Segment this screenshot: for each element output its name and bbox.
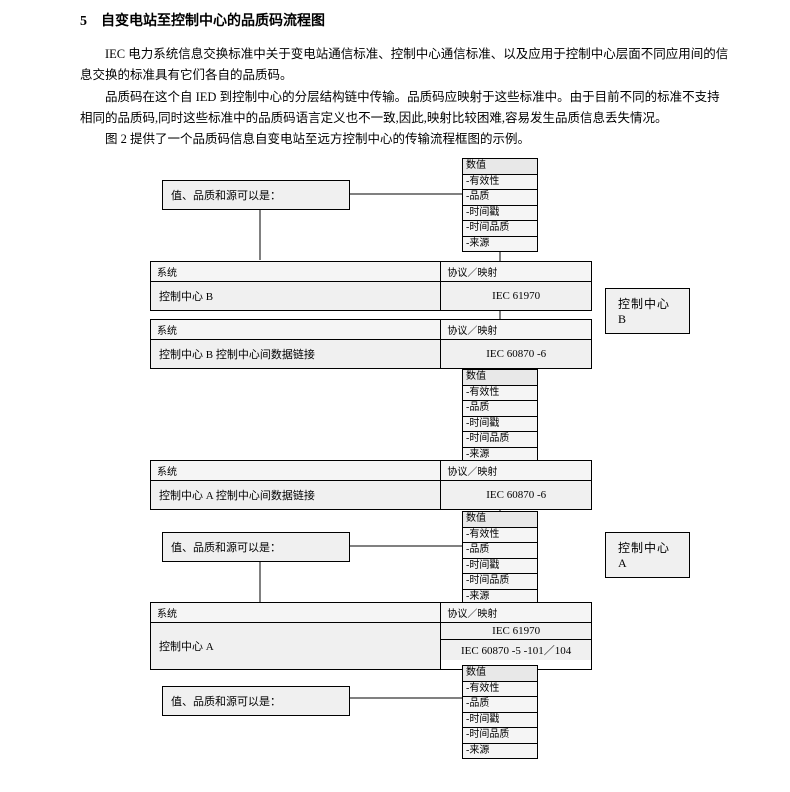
sys-box-ccb-link: 系统 控制中心 B 控制中心间数据链接 协议／映射 IEC 60870 -6 bbox=[150, 319, 592, 369]
sys-hdr: 系统 bbox=[151, 461, 440, 481]
sys-box-cca: 系统 控制中心 A 协议／映射 IEC 61970 IEC 60870 -5 -… bbox=[150, 602, 592, 670]
proto-hdr: 协议／映射 bbox=[441, 461, 591, 481]
attr-r: -时间品质 bbox=[463, 574, 537, 590]
proto-val-1: IEC 61970 bbox=[441, 623, 591, 640]
attr-r: -时间戳 bbox=[463, 559, 537, 575]
attr-r: -时间品质 bbox=[463, 432, 537, 448]
attr-r: -有效性 bbox=[463, 175, 537, 191]
attr-r: -时间品质 bbox=[463, 728, 537, 744]
proto-val-2: IEC 60870 -5 -101／104 bbox=[441, 640, 591, 660]
attr-r: -品质 bbox=[463, 543, 537, 559]
attr-h: 数值 bbox=[463, 512, 537, 528]
sys-name: 控制中心 A 控制中心间数据链接 bbox=[151, 481, 440, 509]
flow-diagram: 数值 -有效性 -品质 -时间戳 -时间品质 -来源 值、品质和源可以是： 系统… bbox=[130, 158, 690, 718]
attr-box-1: 数值 -有效性 -品质 -时间戳 -时间品质 -来源 bbox=[462, 158, 538, 252]
sys-name: 控制中心 B bbox=[151, 282, 440, 310]
sys-hdr: 系统 bbox=[151, 262, 440, 282]
attr-r: -来源 bbox=[463, 744, 537, 759]
attr-r: -品质 bbox=[463, 401, 537, 417]
attr-box-2: 数值 -有效性 -品质 -时间戳 -时间品质 -来源 bbox=[462, 369, 538, 463]
sys-name: 控制中心 B 控制中心间数据链接 bbox=[151, 340, 440, 368]
proto-hdr: 协议／映射 bbox=[441, 320, 591, 340]
sys-hdr: 系统 bbox=[151, 320, 440, 340]
attr-r: -品质 bbox=[463, 697, 537, 713]
attr-r: -时间品质 bbox=[463, 221, 537, 237]
attr-r: -时间戳 bbox=[463, 417, 537, 433]
proto-hdr: 协议／映射 bbox=[441, 262, 591, 282]
attr-h: 数值 bbox=[463, 370, 537, 386]
proto-hdr: 协议／映射 bbox=[441, 603, 591, 623]
attr-box-3: 数值 -有效性 -品质 -时间戳 -时间品质 -来源 bbox=[462, 511, 538, 605]
sys-name: 控制中心 A bbox=[151, 623, 440, 669]
proto-val: IEC 61970 bbox=[441, 282, 591, 310]
attr-r: -有效性 bbox=[463, 528, 537, 544]
para-1: IEC 电力系统信息交换标准中关于变电站通信标准、控制中心通信标准、以及应用于控… bbox=[80, 44, 730, 87]
sys-box-cca-link: 系统 控制中心 A 控制中心间数据链接 协议／映射 IEC 60870 -6 bbox=[150, 460, 592, 510]
attr-r: -有效性 bbox=[463, 682, 537, 698]
para-3: 图 2 提供了一个品质码信息自变电站至远方控制中心的传输流程框图的示例。 bbox=[80, 129, 730, 150]
sys-box-ccb: 系统 控制中心 B 协议／映射 IEC 61970 bbox=[150, 261, 592, 311]
attr-r: -时间戳 bbox=[463, 206, 537, 222]
attr-r: -来源 bbox=[463, 237, 537, 252]
proto-val: IEC 60870 -6 bbox=[441, 340, 591, 368]
proto-val: IEC 60870 -6 bbox=[441, 481, 591, 509]
attr-r: -有效性 bbox=[463, 386, 537, 402]
value-box-3: 值、品质和源可以是： bbox=[162, 686, 350, 716]
attr-h: 数值 bbox=[463, 159, 537, 175]
attr-r: -时间戳 bbox=[463, 713, 537, 729]
attr-box-4: 数值 -有效性 -品质 -时间戳 -时间品质 -来源 bbox=[462, 665, 538, 759]
attr-r: -品质 bbox=[463, 190, 537, 206]
attr-h: 数值 bbox=[463, 666, 537, 682]
side-label-a: 控制中心 A bbox=[605, 532, 690, 578]
value-box-2: 值、品质和源可以是： bbox=[162, 532, 350, 562]
sys-hdr: 系统 bbox=[151, 603, 440, 623]
value-box-1: 值、品质和源可以是： bbox=[162, 180, 350, 210]
side-label-b: 控制中心 B bbox=[605, 288, 690, 334]
section-heading: 5 自变电站至控制中心的品质码流程图 bbox=[80, 10, 730, 30]
para-2: 品质码在这个自 IED 到控制中心的分层结构链中传输。品质码应映射于这些标准中。… bbox=[80, 87, 730, 130]
